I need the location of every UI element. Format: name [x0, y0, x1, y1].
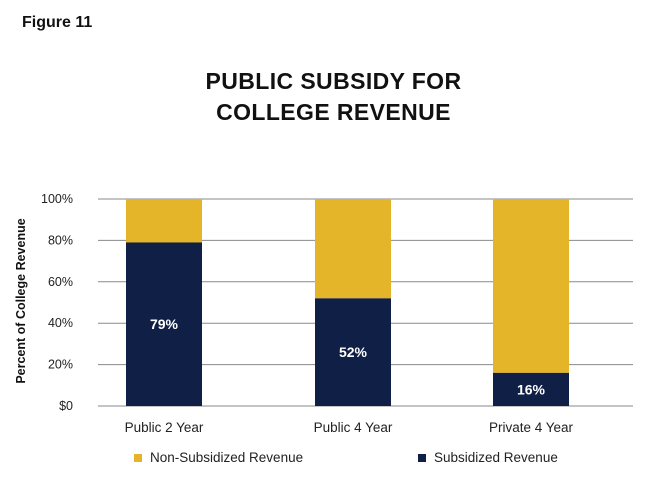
data-label: 79%	[150, 316, 179, 332]
chart-title-line-1: PUBLIC SUBSIDY FOR	[205, 68, 462, 94]
bars: 79% 52% 16%	[126, 199, 569, 406]
x-category-label: Private 4 Year	[489, 420, 574, 435]
y-tick-label: 60%	[48, 275, 73, 289]
x-axis-categories: Public 2 Year Public 4 Year Private 4 Year	[125, 420, 574, 435]
legend-swatch	[418, 454, 426, 462]
bar-subsidized	[126, 242, 202, 406]
bar-non-subsidized	[315, 199, 391, 299]
chart-title: PUBLIC SUBSIDY FOR COLLEGE REVENUE	[0, 66, 667, 128]
chart-title-line-2: COLLEGE REVENUE	[216, 99, 451, 125]
y-tick-label: $0	[59, 399, 73, 413]
bar-subsidized	[493, 372, 569, 406]
y-axis-ticks: $0 20% 40% 60% 80% 100%	[41, 192, 73, 413]
data-label: 52%	[339, 344, 368, 360]
legend-label: Subsidized Revenue	[434, 450, 558, 465]
y-tick-label: 20%	[48, 358, 73, 372]
legend-label: Non-Subsidized Revenue	[150, 450, 303, 465]
y-tick-label: 80%	[48, 233, 73, 247]
bar-subsidized	[315, 298, 391, 406]
y-axis-label: Percent of College Revenue	[14, 218, 28, 383]
y-tick-label: 100%	[41, 192, 73, 206]
bar-non-subsidized	[126, 199, 202, 243]
x-category-label: Public 4 Year	[314, 420, 393, 435]
x-category-label: Public 2 Year	[125, 420, 204, 435]
figure-label: Figure 11	[22, 14, 93, 31]
bar-non-subsidized	[493, 199, 569, 373]
legend-swatch	[134, 454, 142, 462]
data-label: 16%	[517, 381, 546, 397]
y-tick-label: 40%	[48, 316, 73, 330]
legend: Non-Subsidized Revenue Subsidized Revenue	[134, 450, 558, 465]
